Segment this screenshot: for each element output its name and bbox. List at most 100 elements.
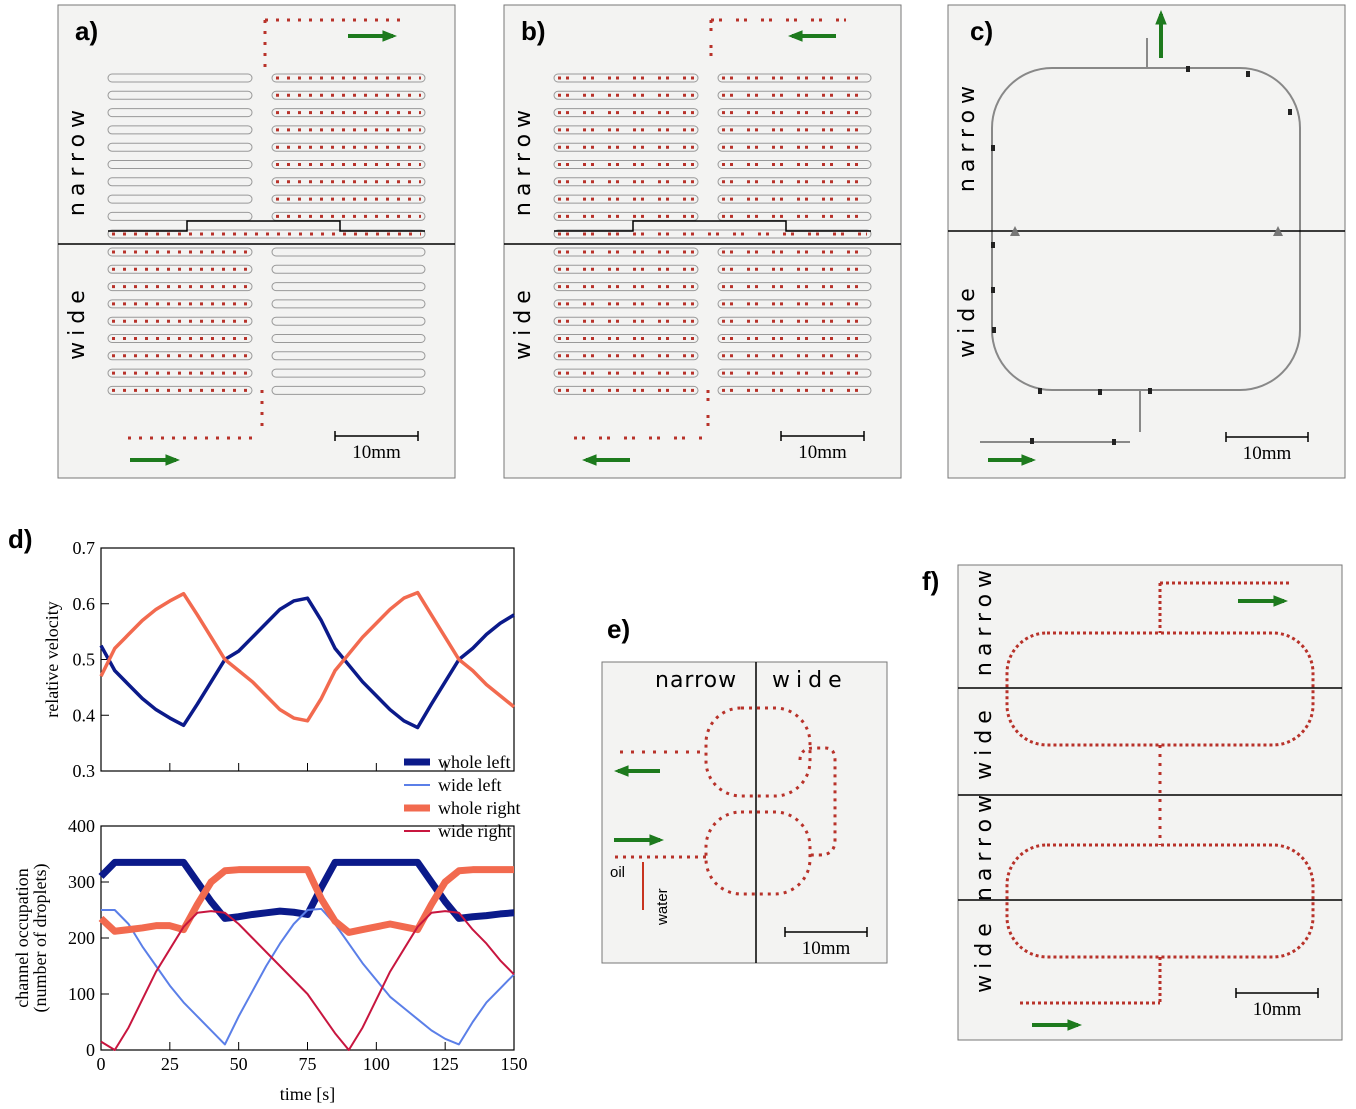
series-line <box>99 590 516 723</box>
channel <box>107 351 253 361</box>
channel <box>553 160 699 169</box>
channel <box>107 108 253 118</box>
region-label: wide <box>772 668 848 693</box>
channel <box>107 73 253 83</box>
channel <box>271 264 426 274</box>
channel <box>717 125 872 135</box>
x-tick-label: 50 <box>230 1054 248 1074</box>
region-label: wide <box>972 917 997 993</box>
channel <box>717 334 872 343</box>
channel <box>553 108 699 118</box>
channel <box>704 706 812 798</box>
y-axis-title: (number of droplets) <box>30 864 51 1013</box>
channel <box>553 351 699 361</box>
region-label: narrow <box>655 668 737 693</box>
x-tick-label: 75 <box>299 1054 317 1074</box>
channel <box>271 125 426 135</box>
channel <box>271 142 426 152</box>
channel <box>717 90 872 100</box>
channel <box>107 90 253 100</box>
channel <box>107 385 253 395</box>
channel <box>107 211 253 221</box>
channel <box>553 90 699 100</box>
scale-label: 10mm <box>1253 999 1302 1020</box>
channel <box>107 125 253 135</box>
channel <box>553 247 699 257</box>
series-line <box>101 907 515 1046</box>
channel <box>717 108 872 118</box>
channel <box>107 194 253 204</box>
marker <box>1273 226 1283 236</box>
channel <box>717 385 872 395</box>
y-axis-title: relative velocity <box>42 601 62 717</box>
droplet <box>1246 71 1250 77</box>
legend-label: whole right <box>438 798 521 818</box>
region-label: wide <box>972 704 997 780</box>
channel <box>717 177 872 187</box>
droplet <box>1148 388 1152 394</box>
legend-label: wide left <box>438 775 501 795</box>
droplet <box>1098 389 1102 395</box>
channel <box>717 142 872 152</box>
channel <box>107 368 253 378</box>
channel <box>553 264 699 274</box>
x-tick-label: 100 <box>363 1054 390 1074</box>
channel <box>271 194 426 204</box>
panel-label: e) <box>607 614 630 644</box>
photo-frame <box>503 4 902 479</box>
droplet <box>991 287 995 293</box>
marker <box>1010 226 1020 236</box>
channel <box>717 299 872 309</box>
channel <box>107 316 253 326</box>
channel <box>271 334 426 343</box>
panel-label: a) <box>75 16 98 46</box>
channel <box>553 385 699 395</box>
x-tick-label: 150 <box>501 1054 528 1074</box>
channel <box>717 194 872 204</box>
region-label: wide <box>65 284 90 360</box>
x-tick-label: 125 <box>432 1054 459 1074</box>
channel <box>553 334 699 343</box>
y-axis-title: channel occupation <box>12 868 32 1007</box>
panel-label: c) <box>970 16 993 46</box>
region-label: narrow <box>972 789 997 901</box>
channel <box>107 160 253 169</box>
region-label: wide <box>511 284 536 360</box>
flow-arrowhead <box>382 30 397 42</box>
droplet <box>1186 66 1190 72</box>
channel <box>717 160 872 169</box>
flow-arrowhead <box>1273 595 1288 607</box>
photo-frame <box>601 661 888 964</box>
panel-label: b) <box>521 16 546 46</box>
panel-label: d) <box>8 524 33 554</box>
channel <box>107 299 253 309</box>
y-tick-label: 0.4 <box>73 705 96 725</box>
channel <box>271 247 426 257</box>
channel <box>271 160 426 169</box>
channel <box>717 264 872 274</box>
series-line <box>98 858 515 922</box>
channel <box>271 385 426 395</box>
legend-label: whole left <box>438 752 510 772</box>
flow-path <box>108 220 425 232</box>
channel <box>553 194 699 204</box>
y-tick-label: 0.5 <box>73 650 96 670</box>
droplet <box>1112 439 1116 445</box>
inlet-label: water <box>654 888 671 926</box>
region-label: narrow <box>955 80 980 192</box>
channel <box>271 351 426 361</box>
flow-arrowhead <box>1155 10 1167 25</box>
photo-frame <box>57 4 456 479</box>
scale-label: 10mm <box>802 938 851 959</box>
flow-arrowhead <box>614 765 629 777</box>
channel <box>553 316 699 326</box>
channel <box>271 316 426 326</box>
channel <box>717 247 872 257</box>
droplet <box>1288 109 1292 115</box>
droplet <box>1030 438 1034 444</box>
flow-arrowhead <box>582 454 597 466</box>
channel <box>553 211 699 221</box>
legend-label: wide right <box>438 821 512 841</box>
droplet <box>991 145 995 151</box>
